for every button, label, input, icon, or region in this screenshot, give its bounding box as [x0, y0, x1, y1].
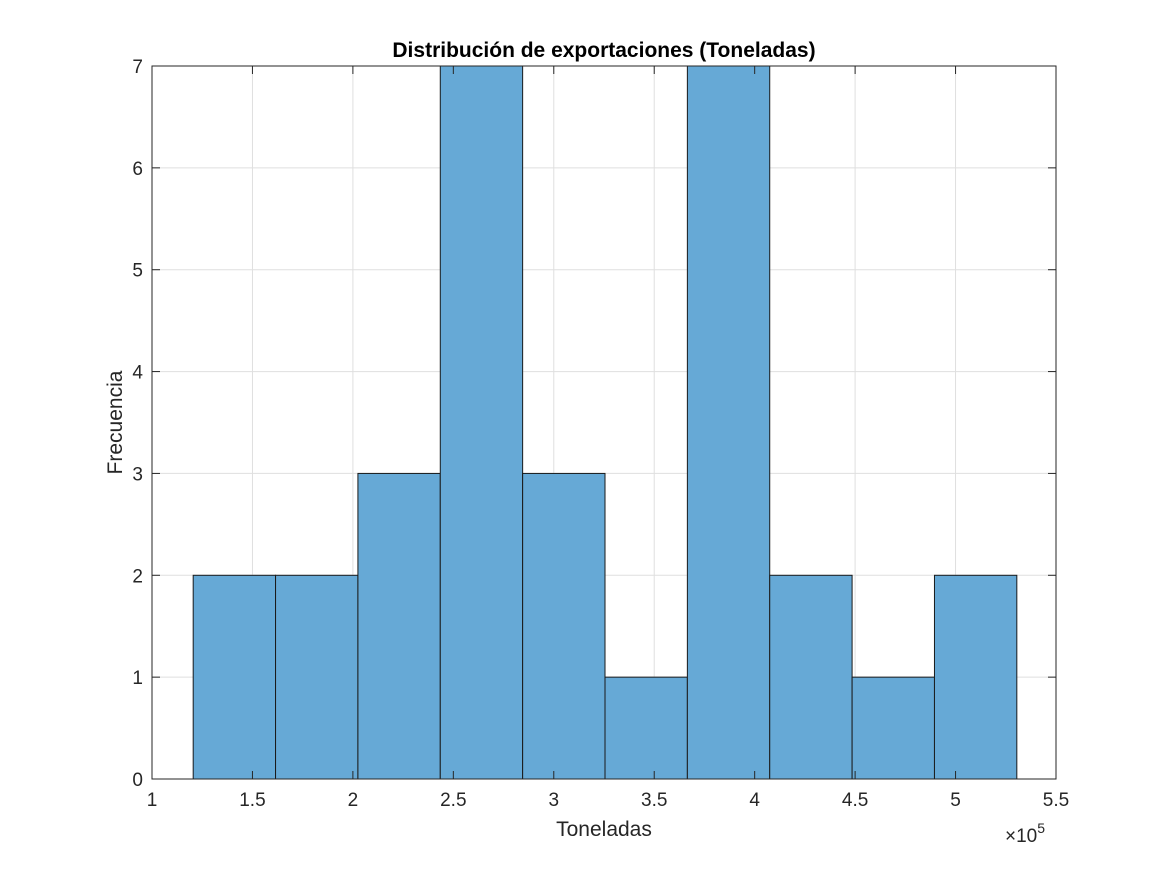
x-tick-label: 5 — [950, 790, 961, 811]
x-tick-label: 1.5 — [239, 790, 265, 811]
x-tick-label: 5.5 — [1043, 790, 1069, 811]
histogram-bar — [769, 574, 853, 780]
histogram-bar — [686, 65, 771, 780]
x-tick-label: 4.5 — [842, 790, 868, 811]
x-tick-label: 2 — [348, 790, 359, 811]
axes-box — [151, 65, 1057, 780]
chart-title: Distribución de exportaciones (Toneladas… — [392, 39, 815, 62]
x-tick-label: 2.5 — [440, 790, 466, 811]
exponent-base: ×10 — [1005, 826, 1037, 847]
x-tick-label: 1 — [147, 790, 158, 811]
histogram-bar — [933, 574, 1018, 780]
x-axis-exponent-label: ×105 — [1005, 820, 1045, 847]
y-tick-label: 7 — [132, 57, 143, 78]
y-tick-label: 5 — [132, 261, 143, 282]
y-tick-label: 4 — [132, 363, 143, 384]
y-tick-label: 6 — [132, 159, 143, 180]
y-tick-label: 1 — [132, 668, 143, 689]
exponent-power: 5 — [1037, 820, 1045, 836]
histogram-bars — [192, 65, 1018, 780]
x-tick-label: 3 — [548, 790, 559, 811]
x-tick-label: 3.5 — [641, 790, 667, 811]
y-tick-label: 0 — [132, 770, 143, 791]
y-tick-label: 3 — [132, 464, 143, 485]
histogram-bar — [604, 676, 688, 780]
x-tick-label: 4 — [749, 790, 760, 811]
histogram-bar — [275, 574, 359, 780]
histogram-bar — [439, 65, 524, 780]
histogram-bar — [192, 574, 277, 780]
histogram-bar — [357, 472, 441, 780]
histogram-bar — [851, 676, 935, 780]
y-tick-label: 2 — [132, 566, 143, 587]
x-axis-label: Toneladas — [556, 818, 652, 841]
y-axis-label: Frecuencia — [104, 370, 127, 474]
histogram-bar — [522, 472, 606, 780]
